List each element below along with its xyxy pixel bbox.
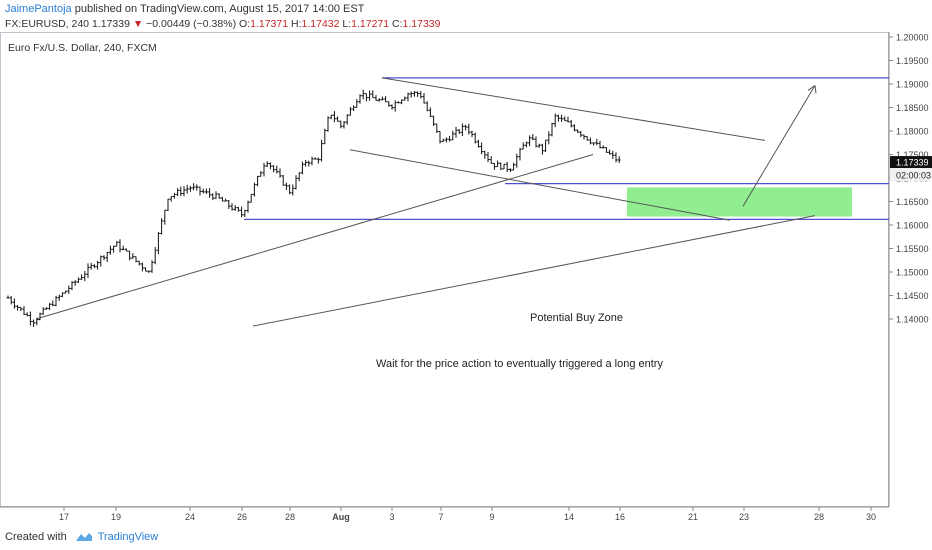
low-value: 1.17271	[351, 18, 390, 30]
buy-zone-rect	[627, 187, 852, 217]
created-with-label: Created with	[5, 531, 67, 543]
time-tick-label: 24	[185, 512, 195, 522]
trend-line	[381, 77, 766, 141]
price-tag-group: 1.17339 02:00:03	[890, 156, 932, 182]
time-tick-label: 16	[615, 512, 625, 522]
arrowhead-icon	[807, 85, 817, 94]
publish-line: JaimePantoja published on TradingView.co…	[5, 3, 364, 15]
plot-frame	[0, 32, 889, 507]
price-tick-label: 1.18500	[896, 103, 929, 113]
trend-line	[349, 149, 731, 221]
price-tick-label: 1.15000	[896, 268, 929, 278]
last-price: 1.17339	[91, 18, 130, 30]
price-tick-label: 1.19000	[896, 80, 929, 90]
price-tick-label: 1.19500	[896, 56, 929, 66]
countdown-box	[890, 169, 932, 182]
time-tick-label: 3	[389, 512, 394, 522]
open-label: O:	[239, 18, 251, 30]
chart-title: Euro Fx/U.S. Dollar, 240, FXCM	[8, 42, 157, 54]
candles-group	[6, 89, 621, 327]
countdown-label: 02:00:03	[896, 171, 931, 181]
price-tick-label: 1.17500	[896, 150, 929, 160]
trend-line	[742, 85, 816, 207]
high-value: 1.17432	[301, 18, 340, 30]
time-tick-label: Aug	[332, 512, 350, 522]
time-tick-label: 26	[237, 512, 247, 522]
buy-zone-group	[627, 187, 852, 217]
trend-lines-group	[35, 77, 817, 327]
price-tick-label: 1.16500	[896, 197, 929, 207]
price-chart[interactable]: Euro Fx/U.S. Dollar, 240, FXCM 1.20000 1.…	[0, 0, 932, 522]
price-tag-label: 1.17339	[896, 158, 929, 168]
time-tick-label: 9	[489, 512, 494, 522]
trend-line	[35, 154, 594, 320]
time-tick-label: 30	[866, 512, 876, 522]
price-tag-box	[890, 156, 932, 169]
price-tick-label: 1.14500	[896, 291, 929, 301]
footer: Created with TradingView	[0, 522, 932, 550]
chart-header: JaimePantoja published on TradingView.co…	[0, 0, 932, 32]
published-text: published on TradingView.com, August 15,…	[74, 3, 365, 15]
time-tick-label: 23	[739, 512, 749, 522]
time-tick-label: 28	[285, 512, 295, 522]
time-axis: 17 19 24 26 28 Aug 3 7 9 14 16 21 23 28 30	[59, 507, 876, 522]
time-tick-label: 28	[814, 512, 824, 522]
low-label: L:	[342, 18, 352, 30]
level-lines-group	[244, 77, 889, 220]
price-tick-label: 1.15500	[896, 244, 929, 254]
price-tick-label: 1.16000	[896, 221, 929, 231]
price-tick-label: 1.18000	[896, 127, 929, 137]
quote-line: FX:EURUSD, 240 1.17339 ▼ −0.00449 (−0.38…	[5, 18, 441, 30]
annotation-text: Wait for the price action to eventually …	[376, 358, 663, 370]
price-tick-label: 1.14000	[896, 315, 929, 325]
symbol-label: FX:EURUSD, 240	[5, 18, 90, 30]
time-tick-label: 17	[59, 512, 69, 522]
trend-line	[252, 215, 816, 327]
open-value: 1.17371	[250, 18, 289, 30]
time-tick-label: 19	[111, 512, 121, 522]
time-tick-label: 7	[438, 512, 443, 522]
author-link[interactable]: JaimePantoja	[5, 3, 72, 15]
time-tick-label: 14	[564, 512, 574, 522]
time-tick-label: 21	[688, 512, 698, 522]
close-value: 1.17339	[402, 18, 441, 30]
price-change: −0.00449 (−0.38%)	[146, 18, 237, 30]
high-label: H:	[290, 18, 302, 30]
down-arrow-icon: ▼	[132, 18, 144, 30]
tradingview-brand[interactable]: TradingView	[97, 531, 159, 543]
tradingview-logo-icon	[75, 533, 92, 542]
price-tick-label: 1.20000	[896, 33, 929, 43]
close-label: C:	[392, 18, 403, 30]
created-with: Created with TradingView	[5, 531, 158, 543]
buy-zone-label: Potential Buy Zone	[530, 312, 623, 324]
